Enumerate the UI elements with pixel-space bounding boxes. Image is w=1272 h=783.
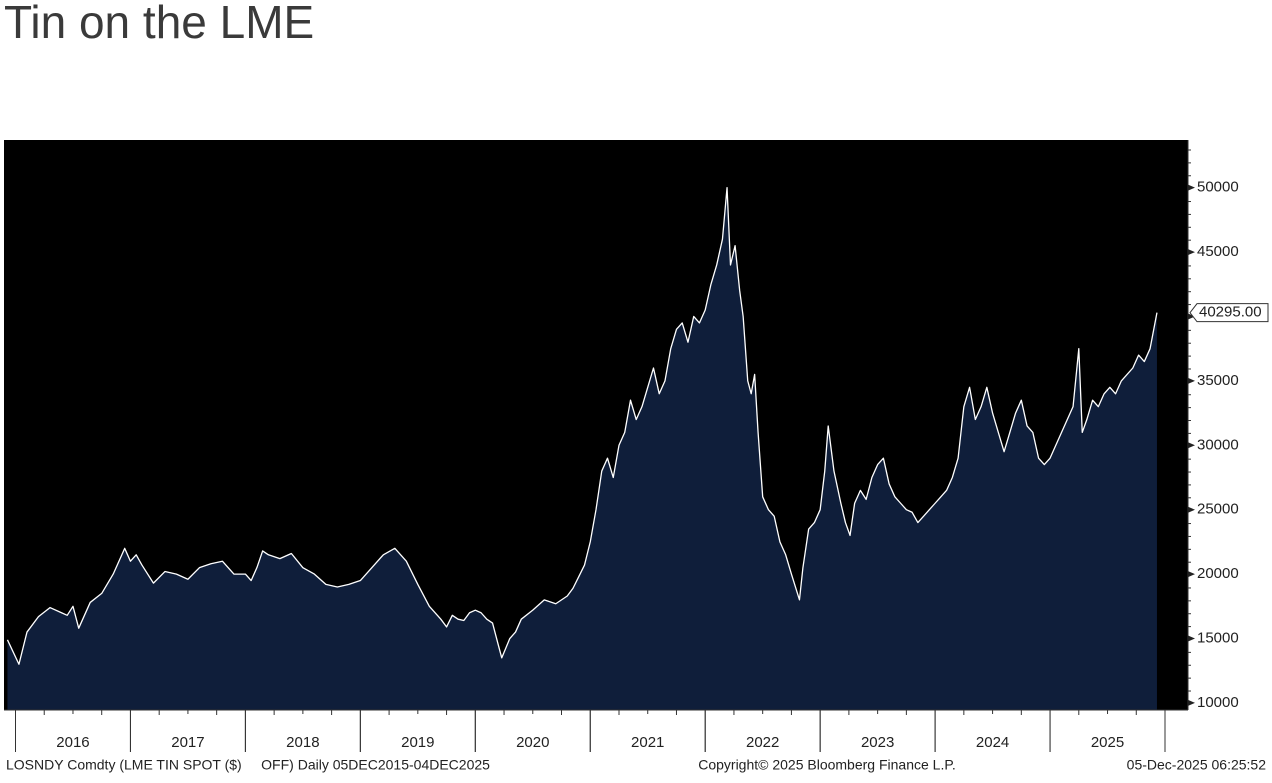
chart-title: Tin on the LME bbox=[4, 0, 314, 48]
x-tick-label: 2021 bbox=[631, 734, 664, 751]
y-tick bbox=[1188, 635, 1195, 642]
y-tick bbox=[1188, 571, 1195, 578]
last-value-box bbox=[1189, 303, 1269, 323]
y-tick-label: 10000 bbox=[1197, 694, 1239, 711]
y-tick bbox=[1188, 442, 1195, 449]
y-tick-label: 15000 bbox=[1197, 629, 1239, 646]
x-tick-label: 2023 bbox=[861, 734, 894, 751]
x-tick-label: 2024 bbox=[976, 734, 1009, 751]
x-tick-label: 2020 bbox=[516, 734, 549, 751]
y-tick bbox=[1188, 249, 1195, 256]
copyright: Copyright© 2025 Bloomberg Finance L.P. bbox=[698, 757, 956, 773]
y-tick bbox=[1188, 377, 1195, 384]
y-tick-label: 20000 bbox=[1197, 565, 1239, 582]
y-tick-label: 30000 bbox=[1197, 436, 1239, 453]
y-tick bbox=[1188, 699, 1195, 706]
area bbox=[7, 187, 1157, 710]
x-tick-label: 2018 bbox=[286, 734, 319, 751]
x-tick-label: 2016 bbox=[56, 734, 89, 751]
source-label: LOSNDY Comdty (LME TIN SPOT ($) OFF) Dai… bbox=[6, 757, 490, 773]
y-tick bbox=[1188, 313, 1195, 320]
y-tick-label: 25000 bbox=[1197, 501, 1239, 518]
x-tick-label: 2025 bbox=[1091, 734, 1124, 751]
y-tick bbox=[1188, 184, 1195, 191]
x-tick-label: 2019 bbox=[401, 734, 434, 751]
last-value-label: 40295.00 bbox=[1199, 304, 1262, 321]
y-tick-label: 50000 bbox=[1197, 179, 1239, 196]
x-tick-label: 2017 bbox=[171, 734, 204, 751]
y-tick-label: 35000 bbox=[1197, 372, 1239, 389]
line bbox=[6, 187, 1158, 665]
y-tick bbox=[1188, 506, 1195, 513]
timestamp: 05-Dec-2025 06:25:52 bbox=[1127, 757, 1267, 773]
y-tick-label: 45000 bbox=[1197, 243, 1239, 260]
x-tick-label: 2022 bbox=[746, 734, 779, 751]
